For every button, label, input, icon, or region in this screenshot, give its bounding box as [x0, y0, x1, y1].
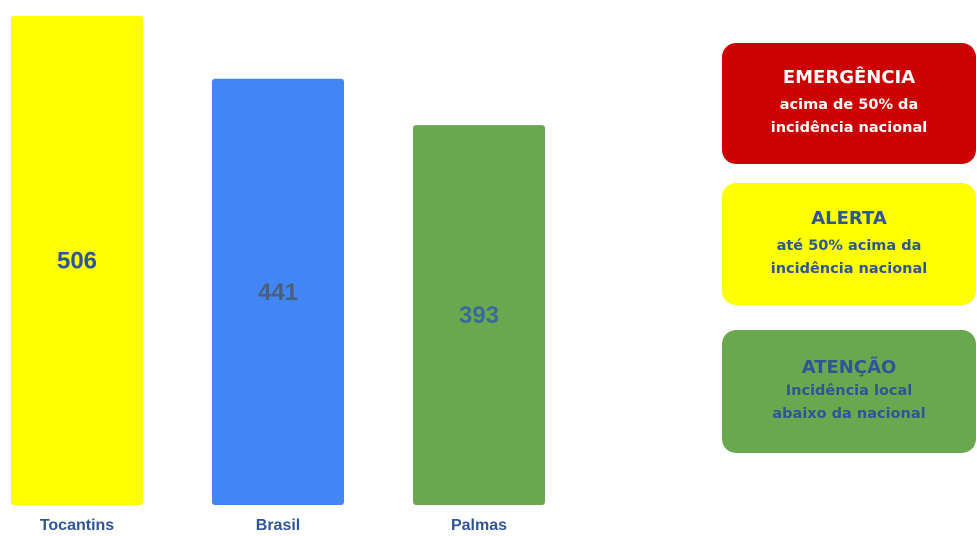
legend-line-alerta-2: incidência nacional: [770, 260, 928, 277]
bar-value-tocantins: 506: [57, 247, 97, 274]
bar-palmas: [413, 125, 545, 505]
legend-line-alerta-1: até 50% acima da: [776, 237, 922, 254]
category-label-palmas: Palmas: [451, 517, 507, 534]
legend-title-alerta: ALERTA: [811, 207, 887, 229]
legend-card-alerta: ALERTA até 50% acima da incidência nacio…: [722, 183, 976, 305]
legend-line-emergencia-1: acima de 50% da: [779, 97, 919, 113]
category-label-tocantins: Tocantins: [40, 517, 114, 534]
bar-value-brasil: 441: [258, 279, 298, 306]
legend-line-atencao-1: Incidência local: [785, 383, 913, 399]
bar-brasil: [212, 78, 344, 505]
legend-line-emergencia-2: incidência nacional: [770, 120, 928, 136]
bar-chart: 506 Tocantins 441 Brasil 393 Palmas: [11, 15, 545, 534]
bar-value-palmas: 393: [459, 302, 499, 329]
legend-card-atencao: ATENÇÃO Incidência local abaixo da nacio…: [722, 330, 976, 453]
legend-card-emergencia: EMERGÊNCIA acima de 50% da incidência na…: [722, 43, 976, 164]
legend-title-emergencia: EMERGÊNCIA: [782, 67, 916, 88]
bar-tocantins: [11, 15, 143, 505]
category-label-brasil: Brasil: [256, 517, 300, 534]
legend-title-atencao: ATENÇÃO: [801, 357, 897, 378]
legend-line-atencao-2: abaixo da nacional: [772, 406, 926, 422]
